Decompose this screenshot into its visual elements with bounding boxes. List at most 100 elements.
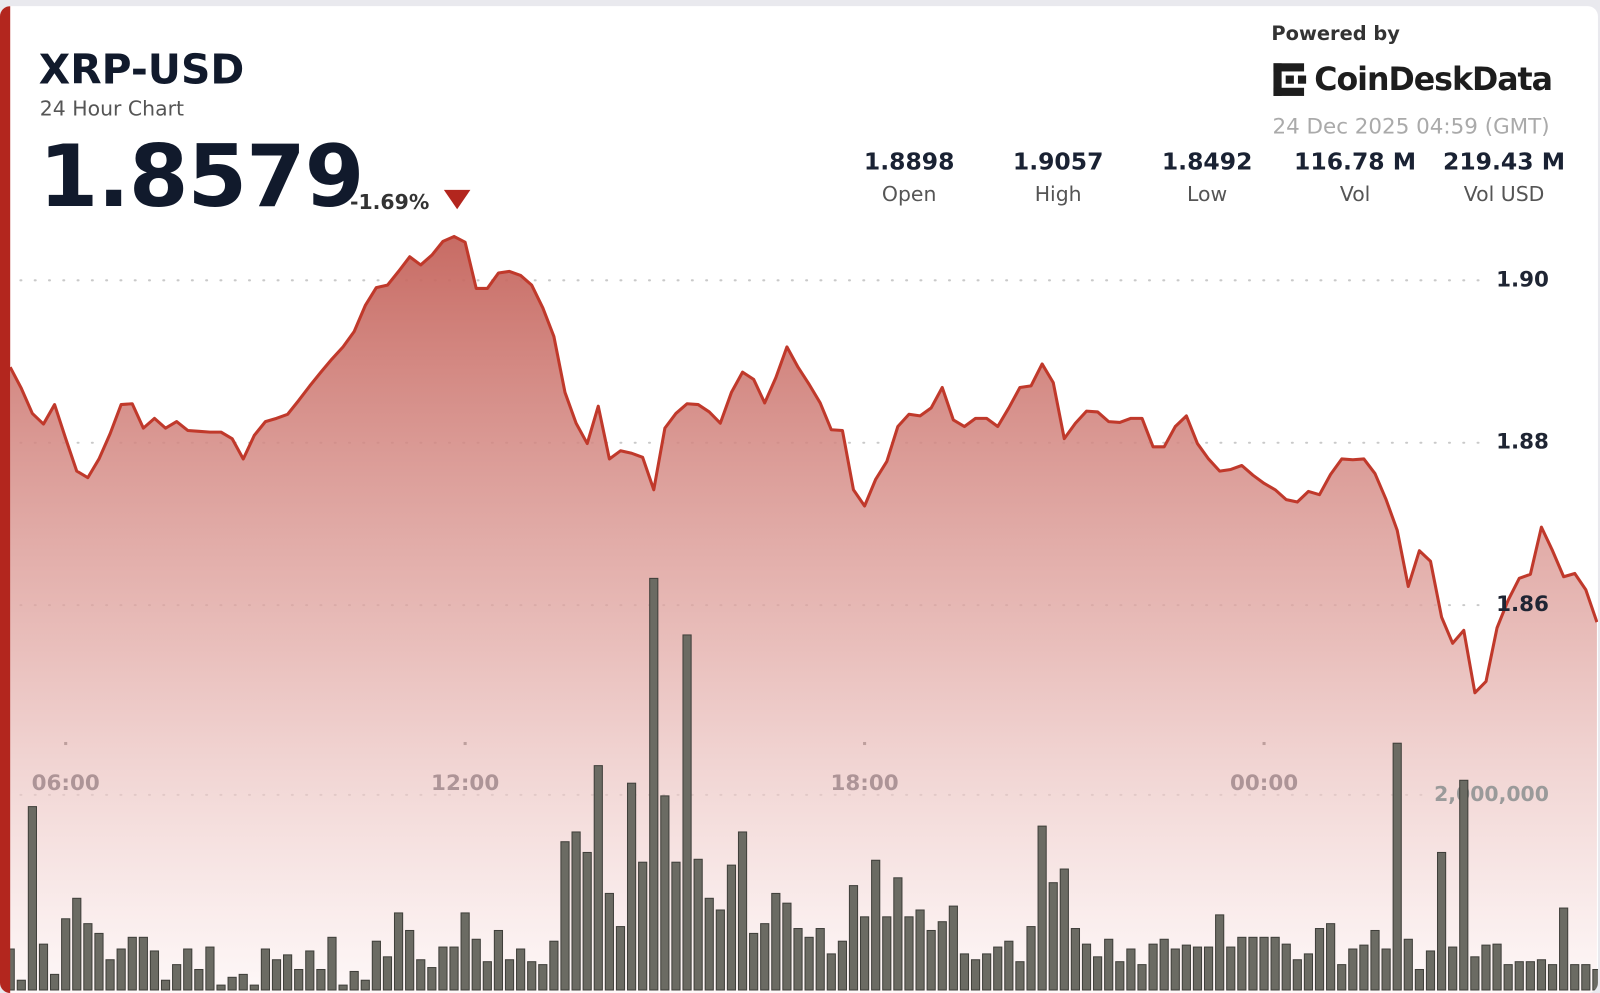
volume-bar bbox=[1459, 779, 1469, 991]
volume-bar bbox=[1525, 961, 1535, 991]
volume-bar bbox=[1215, 914, 1225, 991]
volume-bar bbox=[871, 859, 881, 991]
volume-bar bbox=[338, 984, 348, 991]
stat-value: 1.8898 bbox=[863, 149, 955, 176]
volume-bar bbox=[848, 885, 859, 991]
volume-bar bbox=[393, 912, 404, 991]
volume-bar bbox=[416, 959, 426, 991]
volume-bar bbox=[1414, 968, 1424, 991]
volume-bar bbox=[538, 964, 548, 991]
volume-bar bbox=[238, 973, 248, 991]
volume-bar bbox=[571, 831, 581, 991]
timestamp: 24 Dec 2025 04:59 (GMT) bbox=[1272, 114, 1550, 139]
volume-bar bbox=[27, 806, 37, 991]
stat-value: 219.43 M bbox=[1443, 149, 1566, 176]
volume-bar bbox=[504, 959, 515, 991]
volume-bar bbox=[460, 912, 470, 991]
volume-bar bbox=[737, 831, 748, 991]
volume-bar bbox=[1059, 868, 1069, 991]
volume-bar bbox=[127, 936, 137, 991]
volume-bar bbox=[1470, 956, 1480, 991]
volume-bar bbox=[1170, 948, 1180, 991]
volume-bar bbox=[360, 979, 370, 991]
volume-bar bbox=[227, 976, 237, 991]
volume-bar bbox=[626, 782, 637, 991]
volume-bar bbox=[549, 940, 559, 991]
volume-bar bbox=[1303, 953, 1314, 991]
volume-bar bbox=[638, 861, 648, 991]
volume-bar bbox=[382, 956, 393, 991]
y-tick-label: 1.86 bbox=[1496, 592, 1549, 617]
volume-bar bbox=[1248, 936, 1258, 991]
volume-bar bbox=[671, 861, 681, 991]
volume-bar bbox=[194, 968, 204, 991]
volume-bar bbox=[527, 961, 537, 991]
volume-bar bbox=[715, 909, 725, 991]
volume-bar bbox=[49, 973, 60, 991]
volume-bar bbox=[1226, 946, 1236, 991]
volume-bar bbox=[1559, 907, 1569, 991]
volume-bar bbox=[993, 946, 1003, 991]
volume-bar bbox=[1570, 964, 1580, 991]
volume-bar bbox=[1536, 959, 1547, 991]
volume-bar bbox=[1192, 946, 1203, 991]
volume-bar bbox=[1159, 938, 1169, 991]
volume-bar bbox=[826, 953, 836, 991]
down-arrow bbox=[443, 189, 471, 210]
volume-bar bbox=[1126, 948, 1136, 991]
volume-bar bbox=[1081, 943, 1092, 991]
volume-bar bbox=[815, 928, 825, 991]
volume-bar bbox=[1592, 968, 1598, 991]
volume-bar bbox=[1348, 948, 1358, 991]
stat-label: High bbox=[1034, 181, 1082, 207]
chart: 06:0012:0018:0000:002,000,0001.901.881.8… bbox=[5, 234, 1598, 993]
volume-bar bbox=[94, 932, 104, 991]
y-tick-label: 1.88 bbox=[1496, 430, 1549, 455]
volume-bar bbox=[1026, 926, 1036, 991]
volume-bar bbox=[926, 929, 936, 991]
volume-bar bbox=[704, 897, 714, 991]
volume-bar bbox=[1203, 946, 1214, 991]
stat: 219.43 M Vol USD bbox=[1428, 149, 1581, 206]
volume-bar bbox=[349, 970, 359, 991]
volume-bar bbox=[1070, 928, 1081, 991]
volume-bar bbox=[1503, 964, 1513, 991]
volume-bar bbox=[837, 940, 847, 991]
stat: 1.8898 Open bbox=[833, 149, 986, 206]
volume-bar bbox=[105, 959, 115, 991]
volume-bar bbox=[604, 892, 614, 991]
volume-bar bbox=[149, 950, 160, 991]
stat: 1.9057 High bbox=[982, 149, 1135, 206]
volume-bar bbox=[982, 953, 992, 991]
volume-bar bbox=[471, 938, 481, 991]
volume-bar bbox=[271, 959, 282, 991]
volume-bar bbox=[1381, 948, 1391, 991]
volume-bar bbox=[693, 858, 703, 991]
volume-bar bbox=[172, 964, 182, 991]
volume-bar bbox=[1048, 882, 1058, 991]
volume-bar bbox=[1181, 944, 1191, 991]
volume-bar bbox=[1448, 946, 1458, 991]
volume-bar bbox=[1270, 936, 1280, 991]
volume-bar bbox=[1004, 940, 1014, 991]
volume-bar bbox=[915, 909, 925, 991]
volume-bar bbox=[1392, 742, 1402, 991]
volume-bar bbox=[760, 923, 770, 991]
volume-bar bbox=[205, 946, 215, 991]
brand-logo bbox=[1273, 63, 1307, 96]
brand-name: CoinDeskData bbox=[1314, 61, 1553, 98]
volume-bar bbox=[1481, 944, 1491, 991]
volume-bar bbox=[283, 954, 293, 991]
volume-bar bbox=[438, 946, 448, 991]
volume-bar bbox=[1314, 928, 1325, 991]
volume-bar bbox=[1259, 936, 1269, 991]
volume-bar bbox=[948, 905, 958, 991]
chart-subtitle: 24 Hour Chart bbox=[39, 95, 184, 121]
volume-bar bbox=[793, 928, 803, 991]
volume-bar bbox=[493, 929, 504, 991]
volume-bar bbox=[882, 916, 892, 991]
stat-value: 1.8492 bbox=[1161, 149, 1253, 176]
stat: 116.78 M Vol bbox=[1279, 149, 1432, 206]
volume-bar bbox=[582, 851, 592, 991]
volume-bar bbox=[649, 577, 659, 991]
